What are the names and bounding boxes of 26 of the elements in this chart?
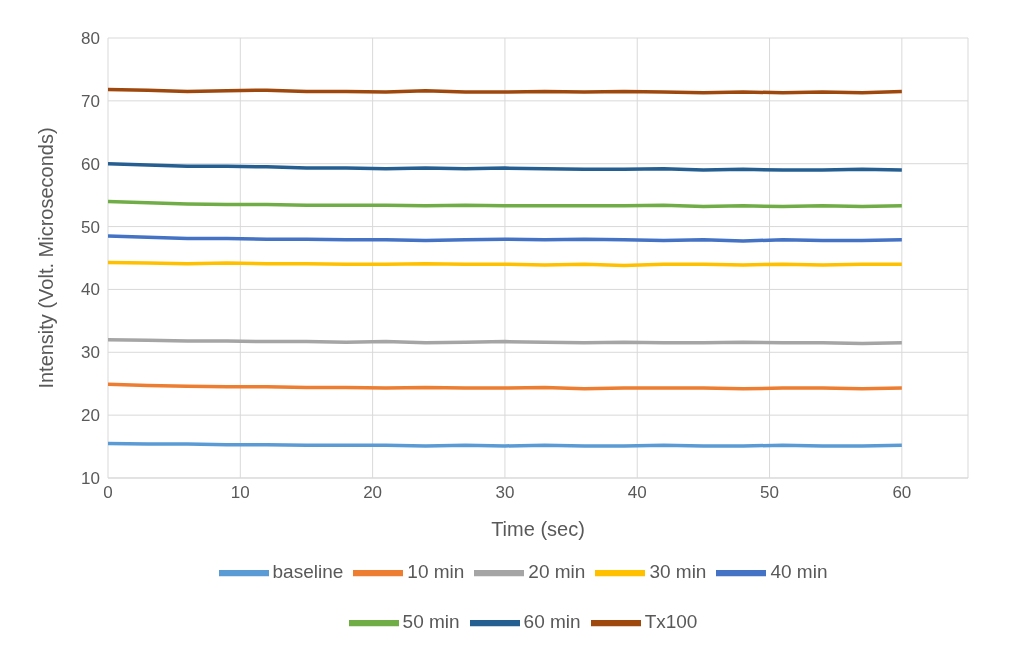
legend-label: 20 min <box>528 561 586 583</box>
legend-label: 10 min <box>407 561 465 583</box>
legend-label: 40 min <box>770 561 828 583</box>
line-series <box>108 161 904 172</box>
legend-label: 60 min <box>523 611 581 633</box>
y-tick-label: 80 <box>81 29 100 49</box>
legend-label: 30 min <box>649 561 707 583</box>
y-tick-label: 50 <box>81 217 100 237</box>
x-tick-label: 20 <box>363 483 383 503</box>
legend-label: 50 min <box>402 611 460 633</box>
x-axis-title: Time (sec) <box>491 518 585 540</box>
x-tick-label: 10 <box>230 483 250 503</box>
x-tick-label: 50 <box>760 483 779 503</box>
x-tick-label: 0 <box>103 483 113 503</box>
y-tick-label: 20 <box>81 406 100 426</box>
x-tick-label: 30 <box>495 483 515 503</box>
y-axis-title: Intensity (Volt. Microseconds) <box>35 127 58 389</box>
y-tick-label: 60 <box>81 154 100 174</box>
y-tick-label: 40 <box>81 280 100 300</box>
x-tick-label: 40 <box>627 483 647 503</box>
y-tick-label: 70 <box>81 91 100 111</box>
legend-label: baseline <box>272 561 344 583</box>
y-tick-label: 10 <box>81 469 100 489</box>
y-tick-label: 30 <box>81 343 100 363</box>
x-tick-label: 60 <box>892 483 912 503</box>
legend-label: Tx100 <box>644 611 698 633</box>
